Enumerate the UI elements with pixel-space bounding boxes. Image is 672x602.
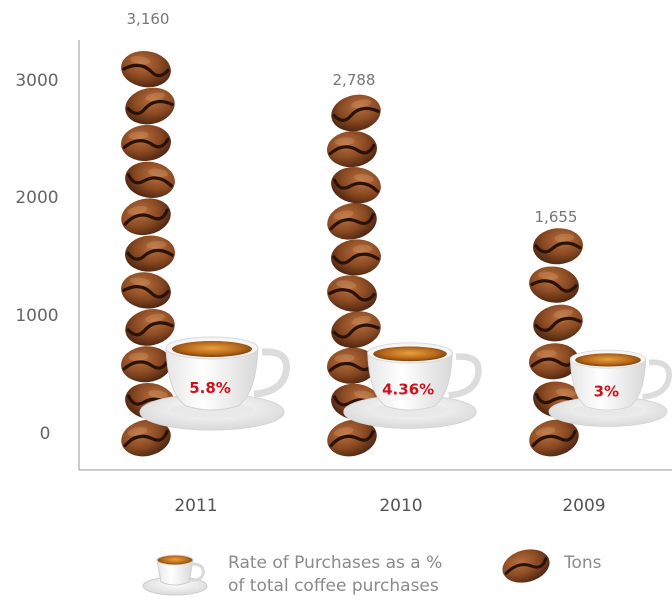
coffee-bean-mark — [327, 202, 377, 240]
y-tick-label: 1000 — [15, 306, 58, 326]
coffee-bean-mark — [529, 266, 579, 303]
coffee-bean-icon — [502, 549, 550, 583]
coffee-bean-mark — [121, 272, 171, 309]
category-label: 2011 — [174, 496, 217, 516]
y-tick-label: 3000 — [15, 71, 58, 91]
coffee-bean-mark — [533, 228, 583, 265]
coffee-bean-mark — [121, 346, 171, 383]
coffee-bean-mark — [125, 161, 175, 198]
bar-bean-stack — [529, 228, 583, 457]
coffee-bean-mark — [125, 308, 175, 346]
coffee-bean-mark — [327, 419, 377, 457]
coffee-cup-mark — [548, 349, 672, 427]
coffee-bean-mark — [529, 419, 579, 457]
coffee-bean-mark — [331, 167, 381, 204]
legend: Rate of Purchases as a % of total coffee… — [142, 549, 602, 596]
y-tick-label: 0 — [40, 424, 51, 444]
rate-label: 4.36% — [382, 381, 434, 399]
coffee-bean-mark — [125, 235, 175, 272]
value-label: 3,160 — [127, 10, 170, 28]
coffee-cup-mark — [139, 336, 290, 431]
bar-bean-stack — [121, 51, 175, 457]
coffee-bean-mark — [121, 51, 171, 88]
coffee-bean-mark — [331, 94, 381, 132]
bars-layer: 5.8% 4.36% 3% — [121, 51, 672, 457]
coffee-cup-icon — [142, 554, 208, 596]
coffee-bean-mark — [327, 275, 377, 312]
coffee-bean-mark — [533, 304, 583, 342]
coffee-bean-mark — [121, 419, 171, 457]
coffee-bean-mark — [327, 131, 377, 168]
legend-label-rate-line2: of total coffee purchases — [228, 576, 439, 596]
coffee-bean-mark — [121, 198, 171, 236]
coffee-bean-mark — [331, 239, 381, 276]
coffee-bean-mark — [121, 124, 171, 161]
legend-label-rate-line1: Rate of Purchases as a % — [228, 553, 442, 573]
coffee-bean-mark — [529, 343, 579, 380]
category-label: 2009 — [562, 496, 605, 516]
coffee-bean-mark — [331, 311, 381, 349]
coffee-bean-mark — [125, 87, 175, 125]
coffee-cup-mark — [343, 342, 482, 429]
y-tick-label: 2000 — [15, 188, 58, 208]
legend-label-tons: Tons — [563, 553, 602, 573]
value-label: 2,788 — [333, 71, 376, 89]
rate-label: 5.8% — [189, 379, 231, 397]
rate-label: 3% — [594, 383, 619, 401]
value-label: 1,655 — [535, 208, 578, 226]
category-label: 2010 — [379, 496, 422, 516]
